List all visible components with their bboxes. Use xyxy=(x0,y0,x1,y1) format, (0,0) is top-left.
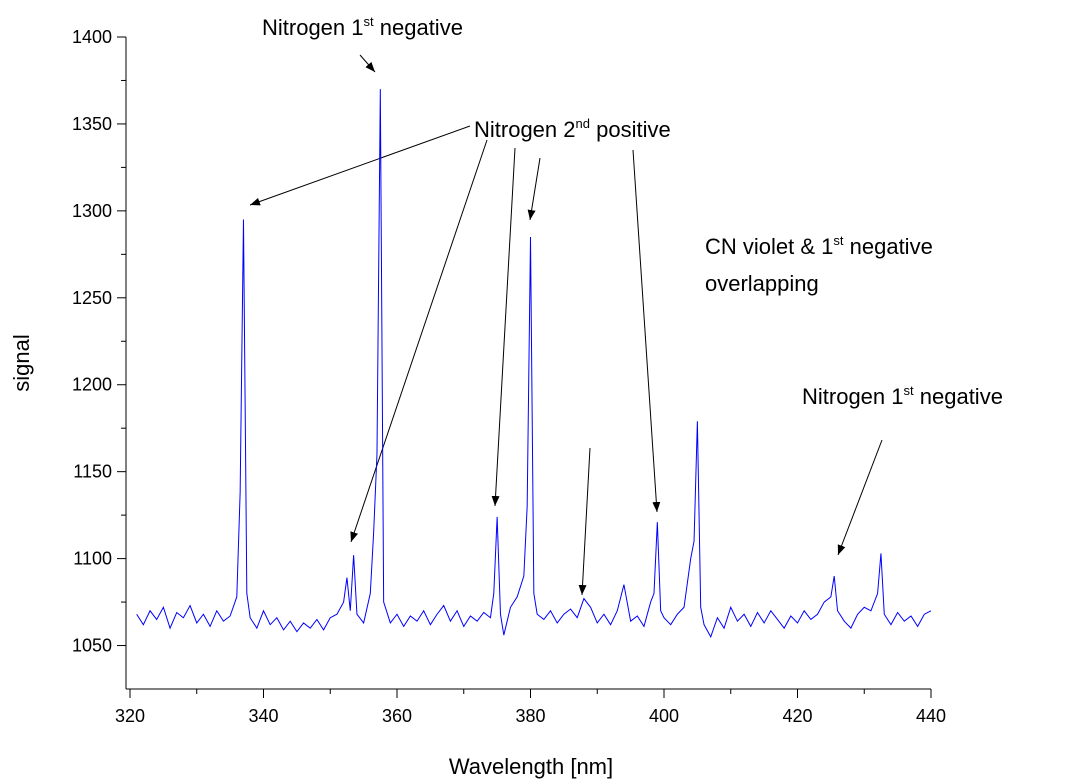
arrows xyxy=(249,54,883,596)
arrow xyxy=(527,157,541,221)
annotation-text: CN violet & 1 xyxy=(705,234,833,259)
annotation: Nitrogen 1st negative xyxy=(802,383,1003,409)
x-tick-label: 420 xyxy=(782,706,812,726)
annotation-text: negative xyxy=(844,234,933,259)
annotation-sup: nd xyxy=(576,116,590,131)
arrow xyxy=(578,447,591,596)
arrow xyxy=(249,125,471,206)
y-tick-label: 1350 xyxy=(72,114,112,134)
x-tick-label: 380 xyxy=(515,706,545,726)
arrow xyxy=(350,139,488,543)
y-tick-label: 1400 xyxy=(72,27,112,47)
annotation-sup: st xyxy=(904,383,915,398)
y-tick-label: 1100 xyxy=(73,549,112,569)
annotation-text: positive xyxy=(590,117,671,142)
x-tick-label: 360 xyxy=(382,706,412,726)
annotation: Nitrogen 2nd positive xyxy=(474,116,671,142)
arrow xyxy=(359,54,376,73)
annotation-sup: st xyxy=(364,14,375,29)
arrow xyxy=(632,149,661,513)
y-axis-label: signal xyxy=(9,334,34,391)
x-tick-label: 400 xyxy=(649,706,679,726)
arrow xyxy=(837,439,883,556)
y-tick-label: 1300 xyxy=(72,201,112,221)
annotation-text: negative xyxy=(914,384,1003,409)
y-tick-label: 1150 xyxy=(73,462,112,482)
annotation-text: negative xyxy=(374,15,463,40)
annotation: overlapping xyxy=(705,271,819,296)
x-tick-label: 340 xyxy=(248,706,278,726)
annotation: CN violet & 1st negative xyxy=(705,233,933,259)
annotation-text: Nitrogen 1 xyxy=(802,384,904,409)
annotation: Nitrogen 1st negative xyxy=(262,14,463,40)
x-axis-label: Wavelength [nm] xyxy=(449,754,613,779)
annotation-sup: st xyxy=(833,233,844,248)
y-tick-label: 1050 xyxy=(72,636,112,656)
x-tick-label: 440 xyxy=(916,706,946,726)
x-tick-label: 320 xyxy=(115,706,145,726)
annotation-text: Nitrogen 2 xyxy=(474,117,576,142)
annotation-text: Nitrogen 1 xyxy=(262,15,364,40)
y-tick-label: 1200 xyxy=(72,375,112,395)
arrow xyxy=(491,147,516,507)
spectrum-line xyxy=(136,89,932,639)
y-tick-label: 1250 xyxy=(72,288,112,308)
